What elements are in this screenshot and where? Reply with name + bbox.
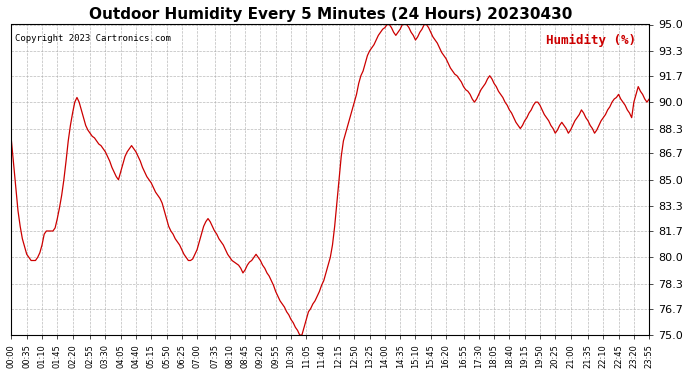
Text: Copyright 2023 Cartronics.com: Copyright 2023 Cartronics.com <box>14 34 170 43</box>
Title: Outdoor Humidity Every 5 Minutes (24 Hours) 20230430: Outdoor Humidity Every 5 Minutes (24 Hou… <box>88 7 572 22</box>
Text: Humidity (%): Humidity (%) <box>546 34 636 47</box>
